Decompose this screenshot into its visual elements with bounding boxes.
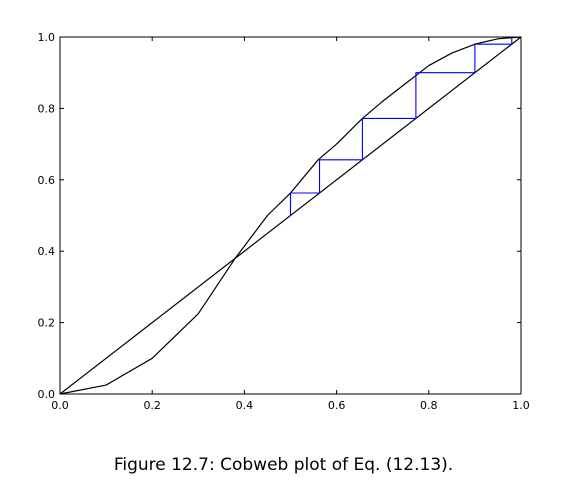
- y-tick-label: 1.0: [38, 31, 56, 44]
- plot-layer: [59, 36, 522, 395]
- cobweb-path: [289, 36, 521, 216]
- figure-caption: Figure 12.7: Cobweb plot of Eq. (12.13).: [113, 455, 454, 475]
- x-tick-label: 0.6: [328, 399, 346, 412]
- x-tick-label: 0.2: [143, 399, 161, 412]
- x-tick-label: 0.8: [420, 399, 438, 412]
- y-tick-label: 0.2: [38, 317, 56, 330]
- plot-frame: [59, 36, 522, 395]
- x-tick-label: 0.4: [236, 399, 254, 412]
- y-tick-label: 0.6: [38, 174, 56, 187]
- x-tick-label: 0.0: [51, 399, 69, 412]
- y-tick-label: 0.0: [38, 388, 56, 401]
- map-curve: [59, 36, 522, 395]
- cobweb-figure: 0.0 0.2 0.4 0.6 0.8 1.0 0.0 0.2 0.4 0.6 0.8 1.0: [38, 31, 530, 412]
- y-tick-label: 0.8: [38, 102, 56, 115]
- y-tick-label: 0.4: [38, 245, 56, 258]
- x-tick-label: 1.0: [512, 399, 530, 412]
- axes: 0.0 0.2 0.4 0.6 0.8 1.0 0.0 0.2 0.4 0.6 0.8 1.0: [38, 31, 530, 412]
